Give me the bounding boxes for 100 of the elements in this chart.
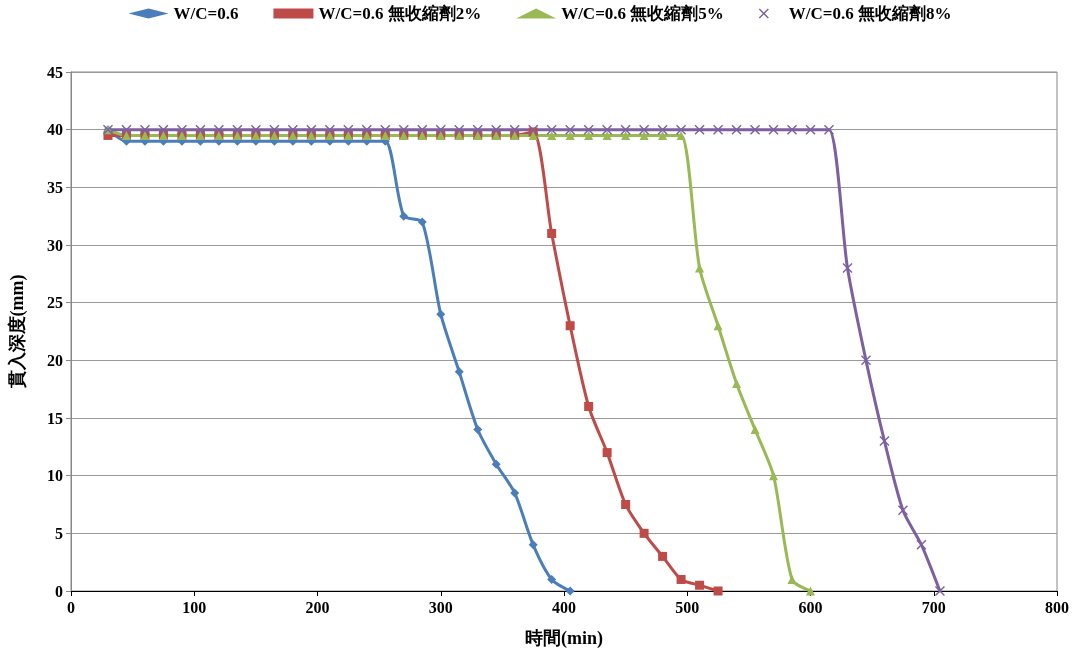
point [195,124,206,135]
point [399,211,409,221]
y-tick-label: 20 [47,351,63,369]
point [436,309,446,319]
point [547,574,557,584]
point [897,505,908,516]
point [750,425,760,435]
point [768,124,779,135]
legend-label: W/C=0.6 無收縮劑5% [561,4,724,23]
point [732,378,742,388]
point [860,355,871,366]
point [213,124,224,135]
point [176,124,187,135]
x-tick-label: 800 [1045,598,1069,616]
point [417,124,428,135]
point [620,124,631,135]
point [842,263,853,274]
point [657,124,668,135]
x-tick-label: 600 [798,598,823,616]
point [602,448,612,458]
point [287,124,298,135]
x-tick-label: 400 [552,598,576,616]
point [639,528,649,538]
point [695,580,705,590]
point [584,401,594,411]
point [602,124,613,135]
point [324,124,335,135]
point [658,130,668,140]
point [805,124,816,135]
point [676,574,686,584]
point [713,124,724,135]
point [139,124,150,135]
y-tick-label: 40 [47,121,63,139]
point [491,459,501,469]
legend-label: W/C=0.6 無收縮劑8% [788,4,952,23]
x-tick-label: 0 [67,598,75,616]
point [306,124,317,135]
point [528,540,538,550]
point [879,436,890,447]
point [121,124,132,135]
point [546,124,557,135]
y-tick-label: 45 [47,63,63,81]
point [806,586,815,596]
point [787,124,798,135]
point [916,539,927,550]
point [621,130,631,140]
point [473,425,483,435]
x-tick-label: 200 [305,598,330,616]
point [584,130,594,140]
point [472,124,483,135]
y-tick-label: 35 [47,178,63,196]
x-tick-label: 700 [921,598,946,616]
y-tick-label: 0 [55,582,63,600]
point [731,124,742,135]
point [713,321,723,331]
point [676,124,687,135]
point [398,124,409,135]
point [435,124,446,135]
point [565,321,575,331]
y-tick-label: 25 [47,294,63,312]
legend-label: W/C=0.6 [173,4,239,23]
point [787,574,797,584]
point [583,124,594,135]
point [676,130,686,140]
point [769,471,779,481]
x-tick-label: 500 [675,598,700,616]
point [454,124,465,135]
y-tick-label: 5 [55,524,63,542]
y-tick-label: 30 [47,236,63,254]
point [934,586,945,596]
point [565,130,575,140]
point [565,124,576,135]
point [454,367,464,377]
y-tick-label: 15 [47,409,63,427]
point [823,124,834,135]
point [658,551,668,561]
point [232,124,243,135]
point [602,130,612,140]
point [713,586,723,596]
point [621,500,631,509]
point [639,124,650,135]
point [269,124,280,135]
point [491,124,502,135]
point [250,124,261,135]
x-axis-title: 時間(min) [525,628,603,649]
y-tick-label: 10 [47,467,63,485]
y-axis-title: 貫入深度(mm) [7,274,28,390]
point [158,124,169,135]
point [343,124,354,135]
point [547,228,557,238]
point [509,124,520,135]
point [565,586,575,596]
legend-label: W/C=0.6 無收縮劑2% [318,4,482,23]
point [380,124,391,135]
point [639,130,649,140]
point [547,130,557,140]
point [361,124,372,135]
point [695,263,705,273]
point [510,488,520,498]
point [750,124,761,135]
